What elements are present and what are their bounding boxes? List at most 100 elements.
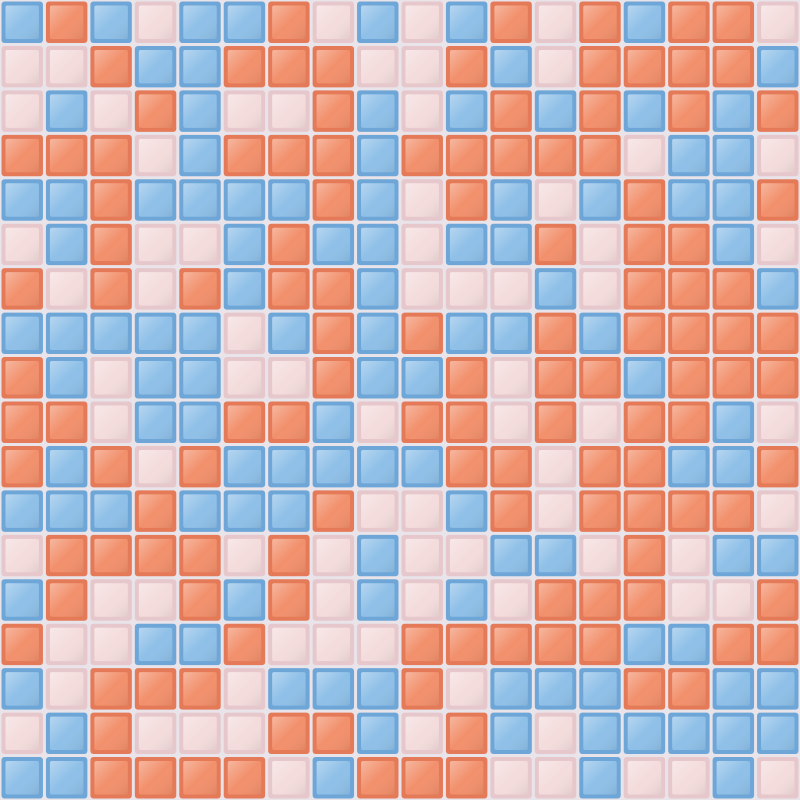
tile-gloss <box>5 94 39 128</box>
tile-gloss <box>672 138 706 173</box>
tile-gloss <box>361 583 395 617</box>
tile-gloss <box>183 227 217 262</box>
tile-gloss <box>183 49 217 84</box>
tile-gloss <box>272 449 306 484</box>
tile-gloss <box>138 227 173 262</box>
tile-gloss <box>583 494 617 528</box>
tile-gloss <box>494 583 528 617</box>
tile-gloss <box>5 5 39 39</box>
tile-gloss <box>227 716 262 751</box>
tile-gloss <box>183 494 217 528</box>
tile-gloss <box>316 538 351 573</box>
tile-gloss <box>316 583 351 617</box>
tile-gloss <box>538 494 573 528</box>
tile-gloss <box>183 627 217 662</box>
tile-gloss <box>405 583 439 617</box>
tile-gloss <box>627 361 662 395</box>
tile-gloss <box>583 5 617 39</box>
tile-gloss <box>138 627 173 662</box>
tile-gloss <box>538 183 573 217</box>
tile-gloss <box>761 227 795 262</box>
tile-gloss <box>227 272 262 306</box>
tile-gloss <box>94 227 128 262</box>
tile-gloss <box>672 5 706 39</box>
tile-gloss <box>583 538 617 573</box>
tile-gloss <box>183 183 217 217</box>
tile-gloss <box>761 672 795 706</box>
tile-gloss <box>405 405 439 439</box>
tile-gloss <box>94 138 128 173</box>
tile-gloss <box>716 583 751 617</box>
tile-gloss <box>627 272 662 306</box>
tile-gloss <box>138 183 173 217</box>
tile-gloss <box>627 405 662 439</box>
tile-gloss <box>227 138 262 173</box>
tile-gloss <box>583 405 617 439</box>
tile-gloss <box>627 761 662 795</box>
tile-gloss <box>538 405 573 439</box>
tile-gloss <box>272 716 306 751</box>
tile-gloss <box>94 761 128 795</box>
tile-gloss <box>716 672 751 706</box>
tile-gloss <box>316 272 351 306</box>
tile-gloss <box>49 94 84 128</box>
tile-gloss <box>627 627 662 662</box>
tile-gloss <box>761 627 795 662</box>
tile-gloss <box>449 316 484 351</box>
tile-gloss <box>5 761 39 795</box>
tile-gloss <box>672 183 706 217</box>
tile-gloss <box>361 361 395 395</box>
tile-gloss <box>761 272 795 306</box>
tile-gloss <box>49 49 84 84</box>
tile-gloss <box>627 94 662 128</box>
tile-gloss <box>5 138 39 173</box>
tile-gloss <box>672 272 706 306</box>
tile-gloss <box>449 183 484 217</box>
tile-gloss <box>583 672 617 706</box>
tile-gloss <box>538 716 573 751</box>
tile-gloss <box>716 49 751 84</box>
tile-gloss <box>5 405 39 439</box>
tile-gloss <box>227 494 262 528</box>
tile-gloss <box>227 405 262 439</box>
tile-gloss <box>183 449 217 484</box>
tile-gloss <box>672 227 706 262</box>
tile-gloss <box>538 583 573 617</box>
tile-gloss <box>94 272 128 306</box>
tile-gloss <box>672 538 706 573</box>
tile-gloss <box>405 449 439 484</box>
tile-gloss <box>405 227 439 262</box>
tile-gloss <box>761 361 795 395</box>
tile-gloss <box>49 361 84 395</box>
tile-gloss <box>761 5 795 39</box>
tile-gloss <box>49 716 84 751</box>
tile-gloss <box>138 361 173 395</box>
tile-gloss <box>672 627 706 662</box>
tile-gloss <box>272 49 306 84</box>
tile-gloss <box>272 316 306 351</box>
tile-gloss <box>449 449 484 484</box>
tile-gloss <box>627 494 662 528</box>
tile-gloss <box>183 761 217 795</box>
tile-gloss <box>272 672 306 706</box>
tile-gloss <box>672 716 706 751</box>
tile-gloss <box>583 361 617 395</box>
tile-gloss <box>138 316 173 351</box>
tile-gloss <box>361 672 395 706</box>
tile-gloss <box>672 94 706 128</box>
tile-gloss <box>94 5 128 39</box>
tile-gloss <box>405 49 439 84</box>
tile-gloss <box>272 627 306 662</box>
tile-gloss <box>227 227 262 262</box>
tile-gloss <box>716 183 751 217</box>
tile-gloss <box>94 538 128 573</box>
tile-gloss <box>94 94 128 128</box>
tile-gloss <box>183 5 217 39</box>
tile-gloss <box>272 761 306 795</box>
tile-gloss <box>538 227 573 262</box>
tile-gloss <box>761 405 795 439</box>
tile-gloss <box>449 49 484 84</box>
tile-gloss <box>449 716 484 751</box>
tile-gloss <box>361 183 395 217</box>
